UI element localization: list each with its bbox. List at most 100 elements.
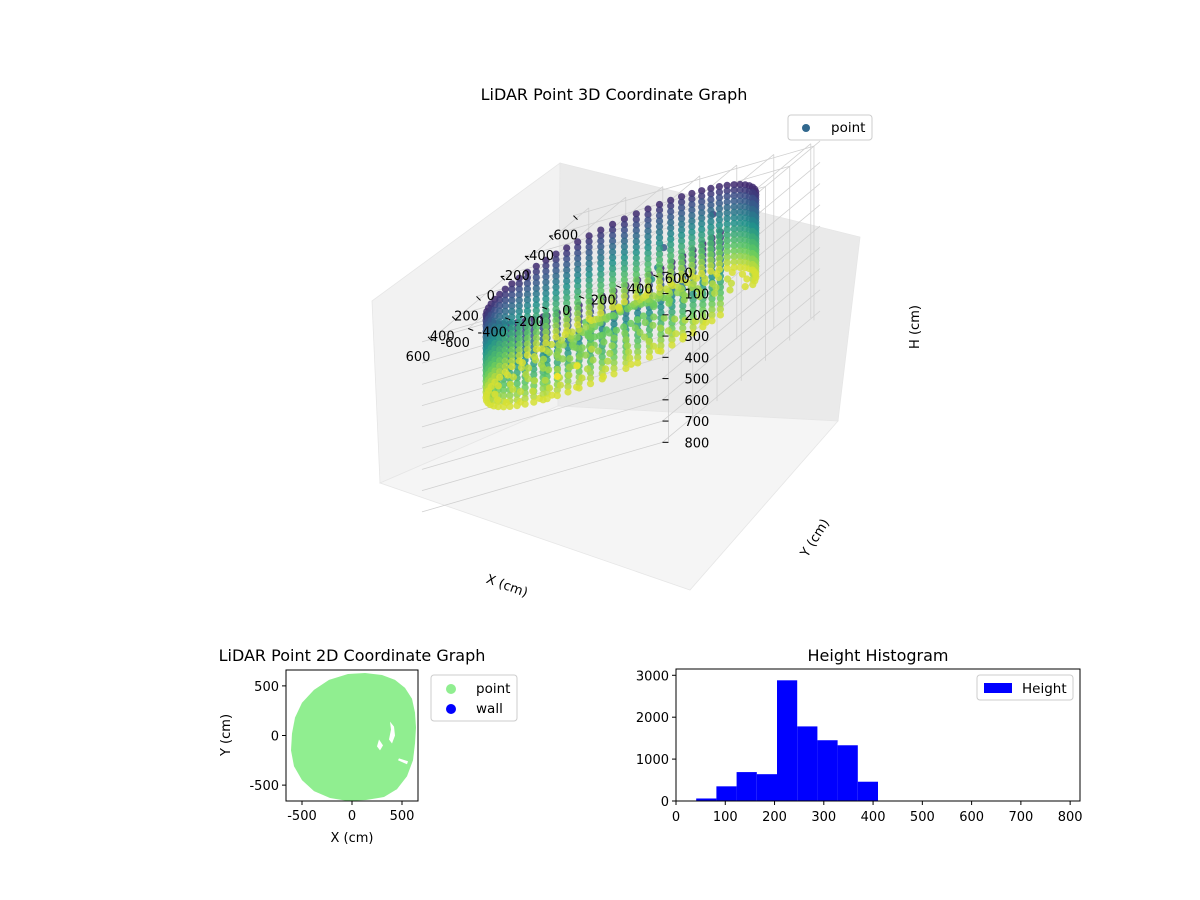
data-point (610, 334, 618, 342)
data-point (568, 328, 576, 336)
data-point (655, 217, 664, 225)
data-point (644, 255, 652, 263)
data-point (688, 228, 696, 236)
data-point (496, 324, 504, 332)
y-tick-label: 3000 (636, 669, 669, 684)
data-point (609, 259, 617, 267)
data-point (604, 357, 612, 365)
data-point (644, 238, 652, 246)
data-point (723, 203, 731, 212)
data-point (692, 274, 701, 282)
data-point (532, 290, 540, 298)
z-tick-label: 400 (684, 351, 709, 366)
data-point (589, 356, 597, 364)
data-point (598, 353, 606, 361)
data-point (609, 270, 617, 278)
data-point (518, 359, 527, 367)
histogram-bar (857, 781, 878, 801)
data-point (715, 238, 724, 246)
data-point (565, 371, 573, 379)
data-point (563, 266, 571, 274)
data-point (502, 398, 510, 407)
data-point (632, 276, 640, 284)
data-point (585, 276, 593, 284)
x-tick-label: 300 (811, 810, 836, 825)
data-point (496, 346, 504, 354)
data-point (657, 324, 665, 332)
data-point (678, 248, 686, 256)
data-point (515, 324, 523, 332)
data-point (573, 344, 581, 352)
data-point (698, 225, 706, 233)
data-point (688, 245, 696, 253)
data-point (723, 198, 731, 206)
data-point (552, 267, 560, 275)
data-point (657, 308, 665, 317)
data-point (552, 289, 560, 297)
data-point (620, 254, 629, 262)
data-point (707, 218, 715, 226)
x-tick-label: 200 (762, 810, 787, 825)
x-tick-label: 800 (1058, 810, 1083, 825)
data-point (609, 226, 617, 234)
data-point (609, 231, 617, 240)
data-point (736, 241, 744, 249)
data-point (681, 316, 689, 324)
data-point (644, 282, 652, 290)
data-point (626, 354, 634, 362)
x-tick-label: -400 (524, 249, 554, 264)
data-point (748, 189, 757, 197)
data-point (678, 264, 686, 273)
data-point (622, 364, 630, 373)
data-point (738, 270, 747, 278)
histogram-bar (696, 798, 717, 801)
data-point (585, 304, 593, 312)
data-point (496, 351, 504, 359)
data-point (723, 187, 731, 195)
data-point (688, 261, 696, 269)
data-point (501, 368, 509, 376)
data-point (678, 270, 686, 278)
data-point (532, 306, 540, 315)
data-point (698, 247, 706, 256)
data-point (523, 296, 532, 304)
data-point (707, 234, 715, 242)
data-point (655, 239, 664, 247)
data-point (678, 226, 686, 234)
data-point (671, 315, 679, 323)
data-point (707, 190, 715, 198)
data-point (609, 254, 617, 262)
data-point (707, 251, 715, 259)
grid-y-floor (504, 186, 664, 319)
data-point (620, 265, 629, 273)
data-point (501, 296, 509, 304)
data-point (748, 233, 757, 241)
data-point (655, 206, 664, 214)
histogram-frame (675, 668, 1081, 802)
data-point (574, 321, 582, 329)
data-point (615, 303, 623, 311)
histogram-title: Height Histogram (808, 646, 949, 665)
data-point (491, 390, 499, 398)
data-point (655, 267, 664, 275)
data-point (655, 278, 664, 286)
data-point (552, 300, 560, 308)
data-point (736, 225, 744, 233)
data-point (707, 206, 715, 215)
data-point (574, 315, 582, 323)
data-point (678, 204, 686, 212)
data-point (723, 226, 731, 234)
data-point (508, 341, 516, 349)
data-point (515, 302, 523, 310)
data-point (583, 365, 592, 373)
data-point (610, 359, 618, 367)
data-point (574, 282, 582, 290)
data-point (620, 298, 629, 306)
data-point (578, 344, 586, 352)
data-point (563, 288, 571, 296)
data-point (620, 281, 629, 289)
data-point (644, 222, 652, 230)
data-point (585, 282, 593, 290)
data-point (491, 378, 499, 386)
data-point (523, 340, 532, 348)
